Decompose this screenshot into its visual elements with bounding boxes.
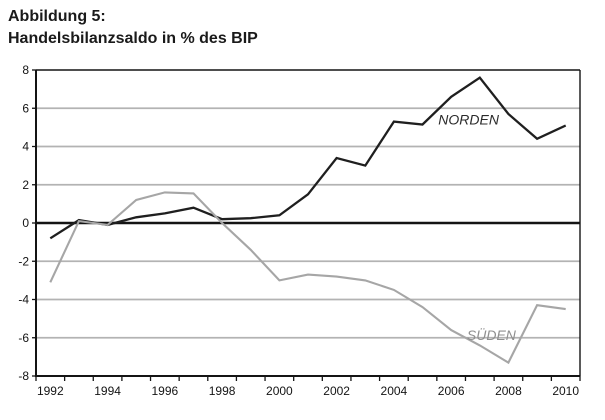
figure-title: Handelsbilanzsaldo in % des BIP [8,30,258,47]
x-axis-tick-label: 2008 [495,384,522,398]
y-axis-tick-label: -4 [18,293,29,307]
y-axis-tick-label: 2 [22,178,29,192]
x-axis-tick-label: 2002 [323,384,350,398]
x-axis-tick-label: 1994 [94,384,121,398]
y-axis-tick-label: -2 [18,254,29,268]
y-axis-tick-label: 0 [22,216,29,230]
sueden-series-label: SÜDEN [467,326,517,343]
y-axis-tick-label: -8 [18,369,29,383]
x-axis-tick-label: 1996 [151,384,178,398]
y-axis-tick-label: 8 [22,63,29,77]
x-axis-tick-label: 2006 [438,384,465,398]
norden-series-line [49,76,567,240]
x-axis-tick-label: 2004 [381,384,408,398]
x-axis-tick-label: 2000 [266,384,293,398]
y-axis-tick-label: 4 [22,140,29,154]
figure-number: Abbildung 5: [8,8,106,25]
sueden-series-line [49,191,566,365]
norden-series-label: NORDEN [438,112,500,128]
x-axis-tick-label: 2010 [552,384,579,398]
chart-title-block: Abbildung 5: Handelsbilanzsaldo in % des… [8,6,258,50]
x-axis-tick-label: 1998 [209,384,236,398]
y-axis-tick-label: 6 [22,101,29,115]
y-axis-tick-label: -6 [18,331,29,345]
x-axis-tick-label: 1992 [37,384,64,398]
